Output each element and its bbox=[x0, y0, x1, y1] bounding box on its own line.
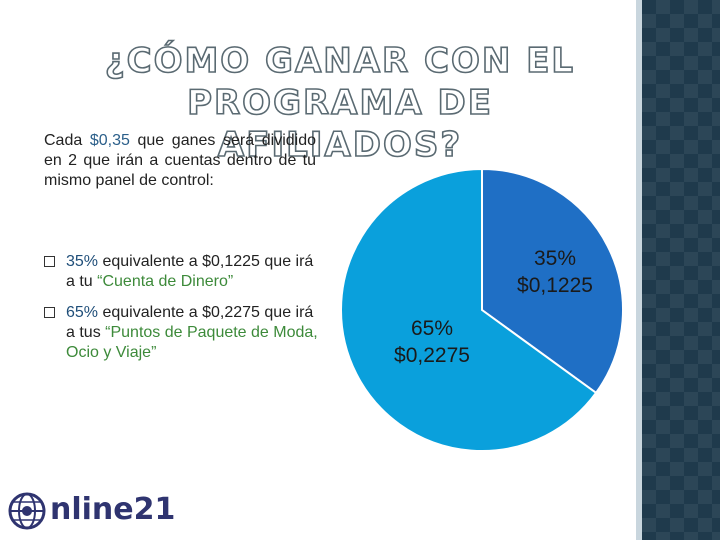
bullet-percent: 65% bbox=[66, 304, 99, 321]
title-line-2: PROGRAMA DE AFILIADOS? bbox=[186, 82, 493, 166]
pie-slice-35 bbox=[481, 167, 624, 395]
bullet-text: equivalente a $0,1225 que irá a tu bbox=[66, 253, 314, 290]
intro-suffix: que ganes será dividido en 2 que irán a … bbox=[44, 132, 316, 189]
bullet-highlight: “Puntos de Paquete de Moda, Ocio y Viaje… bbox=[66, 324, 318, 361]
bullet-text: equivalente a $0,2275 que irá a tus bbox=[66, 304, 314, 341]
logo: nline21 bbox=[8, 488, 175, 536]
pie-label-percent: 65% bbox=[411, 317, 453, 340]
bullet-percent: 35% bbox=[66, 253, 99, 270]
bullet-list: 35% equivalente a $0,1225 que irá a tu “… bbox=[44, 252, 320, 374]
side-divider bbox=[636, 0, 642, 540]
slide-title: ¿CÓMO GANAR CON EL PROGRAMA DE AFILIADOS… bbox=[60, 40, 620, 166]
logo-text: nline21 bbox=[50, 492, 176, 527]
bullet-item-65: 65% equivalente a $0,2275 que irá a tus … bbox=[44, 303, 320, 363]
pie-slice-65 bbox=[340, 167, 598, 452]
pie-chart: 35% $0,1225 65% $0,2275 bbox=[340, 167, 624, 452]
pie-label-value: $0,1225 bbox=[517, 274, 593, 297]
intro-paragraph: Cada $0,35 que ganes será dividido en 2 … bbox=[44, 131, 316, 191]
checkbox-bullet-icon bbox=[44, 256, 55, 267]
bullet-highlight: “Cuenta de Dinero” bbox=[97, 273, 234, 290]
intro-amount: $0,35 bbox=[89, 132, 130, 149]
title-line-1: ¿CÓMO GANAR CON EL bbox=[104, 40, 576, 82]
decorative-side-strip bbox=[642, 0, 720, 540]
globe-icon bbox=[8, 492, 46, 530]
pie-label-percent: 35% bbox=[534, 247, 576, 270]
bullet-item-35: 35% equivalente a $0,1225 que irá a tu “… bbox=[44, 252, 320, 292]
pie-label-value: $0,2275 bbox=[394, 344, 470, 367]
checkbox-bullet-icon bbox=[44, 307, 55, 318]
intro-prefix: Cada bbox=[44, 132, 90, 149]
